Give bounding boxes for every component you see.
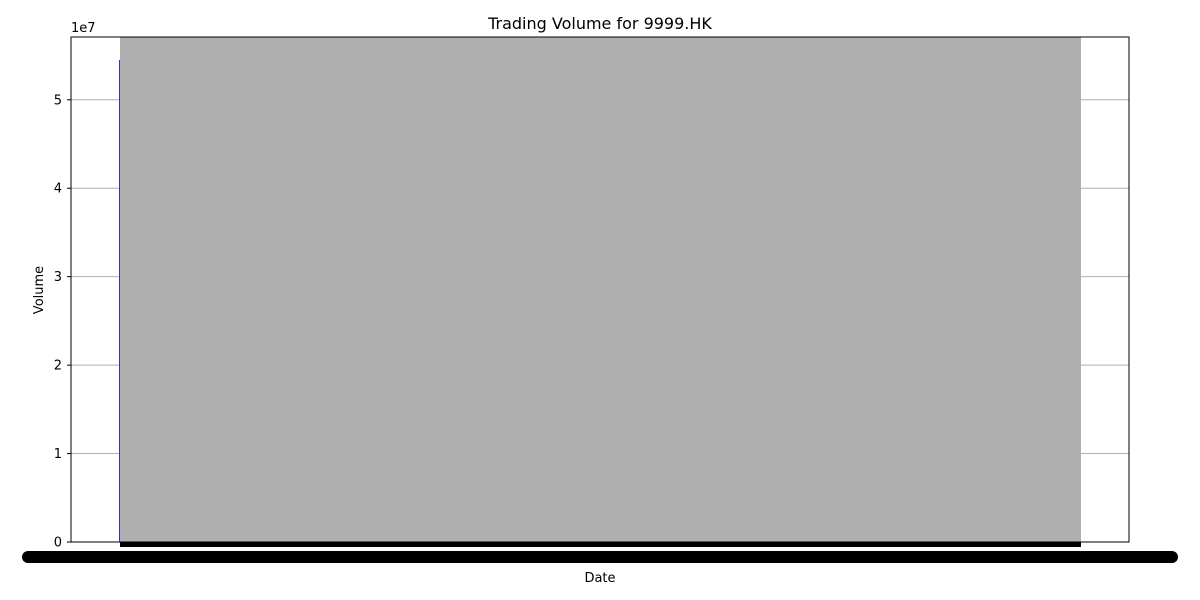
y-tick-label: 2 — [54, 359, 62, 374]
chart-title: Trading Volume for 9999.HK — [487, 14, 712, 33]
x-tick-labels-overlapping — [22, 551, 1178, 563]
y-tick-label: 5 — [54, 93, 62, 108]
x-tick-marks-band — [120, 542, 1081, 547]
y-axis-offset-text: 1e7 — [71, 21, 96, 36]
x-axis-label: Date — [584, 571, 615, 586]
y-tick-label: 4 — [54, 182, 62, 197]
bars — [119, 37, 1081, 547]
y-axis-label: Volume — [32, 266, 47, 314]
volume-bars-area — [120, 37, 1081, 542]
y-tick-label: 0 — [54, 536, 62, 551]
x-axis-ticks — [22, 551, 1178, 563]
y-tick-label: 1 — [54, 447, 62, 462]
y-tick-label: 3 — [54, 270, 62, 285]
plot-frame — [70, 36, 1130, 543]
y-axis-ticks: 0 1 2 3 4 5 — [54, 93, 71, 551]
